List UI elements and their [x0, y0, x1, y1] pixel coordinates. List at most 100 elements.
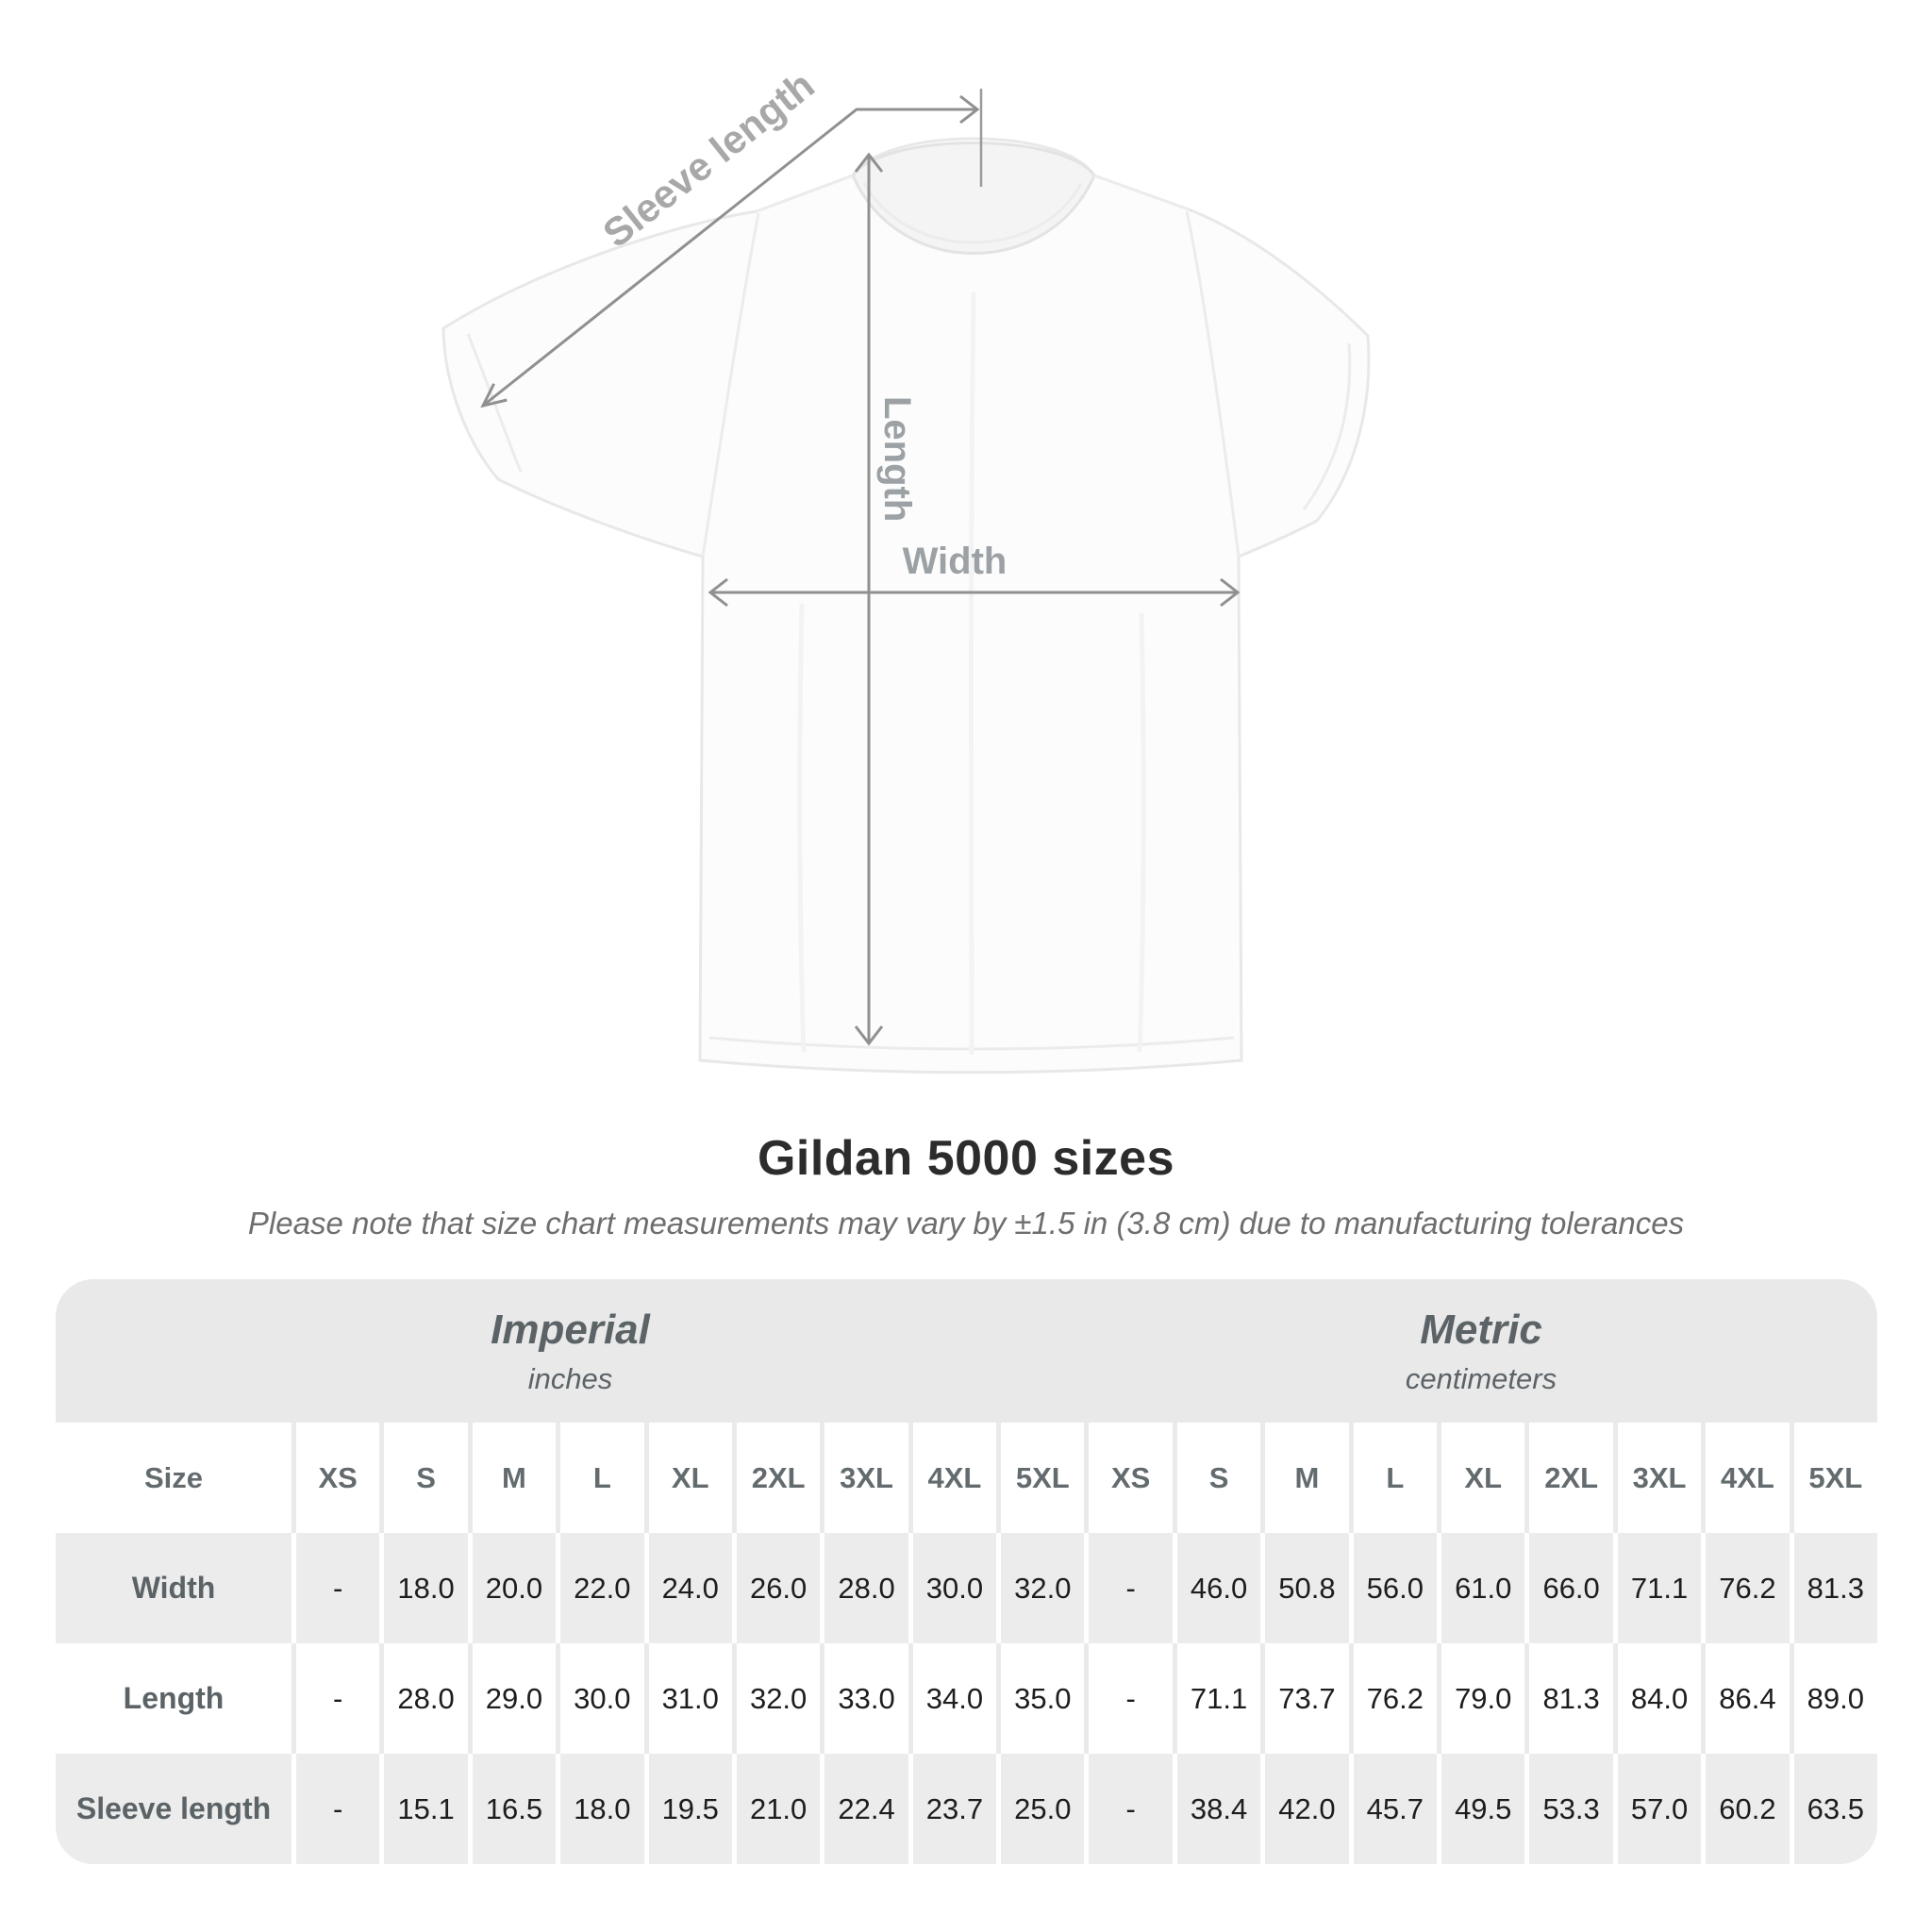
value-cell: - [291, 1754, 380, 1864]
size-col-header: 3XL [820, 1423, 908, 1533]
value-cell: 60.2 [1701, 1754, 1790, 1864]
table-row-sleeve-length: Sleeve length - 15.1 16.5 18.0 19.5 21.0… [56, 1754, 1877, 1864]
length-label: Length [876, 396, 918, 522]
collar [851, 142, 1096, 255]
right-cuff-stitch [1302, 342, 1352, 510]
size-col-header: L [556, 1423, 644, 1533]
value-cell: 56.0 [1348, 1533, 1438, 1643]
value-cell: - [291, 1643, 380, 1754]
left-cuff-stitch [466, 333, 523, 473]
value-cell: 57.0 [1612, 1754, 1702, 1864]
tolerance-note: Please note that size chart measurements… [247, 1206, 1685, 1241]
fabric-fold [969, 291, 976, 1056]
value-cell: 28.0 [820, 1533, 908, 1643]
size-col-header: 4XL [908, 1423, 997, 1533]
size-col-header: M [467, 1423, 557, 1533]
page-title: Gildan 5000 sizes [757, 1131, 1175, 1186]
value-cell: 19.5 [643, 1754, 732, 1864]
value-cell: 63.5 [1789, 1754, 1877, 1864]
length-arrowhead [854, 1025, 884, 1046]
value-cell: - [1084, 1754, 1173, 1864]
value-cell: 23.7 [908, 1754, 997, 1864]
value-cell: 34.0 [908, 1643, 997, 1754]
value-cell: 49.5 [1437, 1754, 1525, 1864]
size-col-header: XS [1084, 1423, 1173, 1533]
row-label: Length [56, 1643, 291, 1754]
value-cell: 18.0 [556, 1754, 644, 1864]
value-cell: 81.3 [1524, 1643, 1613, 1754]
size-table: Imperial inches Metric centimeters Size … [56, 1279, 1877, 1864]
fabric-fold [1137, 612, 1146, 1053]
value-cell: 21.0 [731, 1754, 821, 1864]
value-cell: 20.0 [467, 1533, 557, 1643]
collar-band-seam [862, 182, 1083, 244]
value-cell: 71.1 [1612, 1533, 1702, 1643]
value-cell: 38.4 [1172, 1754, 1261, 1864]
value-cell: 26.0 [731, 1533, 821, 1643]
value-cell: 33.0 [820, 1643, 908, 1754]
left-armhole-seam [701, 212, 760, 558]
size-col-header: S [1172, 1423, 1261, 1533]
value-cell: 84.0 [1612, 1643, 1702, 1754]
value-cell: 71.1 [1172, 1643, 1261, 1754]
row-label: Sleeve length [56, 1754, 291, 1864]
table-row-width: Width - 18.0 20.0 22.0 24.0 26.0 28.0 30… [56, 1533, 1877, 1643]
value-cell: 29.0 [467, 1643, 557, 1754]
size-col-header: S [379, 1423, 468, 1533]
value-cell: 81.3 [1789, 1533, 1877, 1643]
value-cell: 76.2 [1701, 1533, 1790, 1643]
value-cell: 31.0 [643, 1643, 732, 1754]
tshirt-svg: Sleeve length Length Width [441, 62, 1371, 1074]
right-armhole-seam [1185, 210, 1241, 558]
value-cell: 79.0 [1437, 1643, 1525, 1754]
tshirt-illustration [441, 137, 1371, 1074]
value-cell: 18.0 [379, 1533, 468, 1643]
value-cell: - [1084, 1533, 1173, 1643]
value-cell: 86.4 [1701, 1643, 1790, 1754]
size-label-header: Size [56, 1423, 291, 1533]
size-col-header: 4XL [1701, 1423, 1790, 1533]
value-cell: 30.0 [908, 1533, 997, 1643]
value-cell: 35.0 [996, 1643, 1085, 1754]
tshirt-outline [441, 137, 1371, 1074]
value-cell: - [1084, 1643, 1173, 1754]
value-cell: 22.4 [820, 1754, 908, 1864]
width-arrowhead [1220, 577, 1241, 608]
sleeve-length-line [482, 108, 977, 408]
value-cell: 53.3 [1524, 1754, 1613, 1864]
value-cell: 61.0 [1437, 1533, 1525, 1643]
value-cell: 50.8 [1260, 1533, 1349, 1643]
table-row-length: Length - 28.0 29.0 30.0 31.0 32.0 33.0 3… [56, 1643, 1877, 1754]
value-cell: 16.5 [467, 1754, 557, 1864]
size-col-header: 5XL [1789, 1423, 1877, 1533]
value-cell: 22.0 [556, 1533, 644, 1643]
value-cell: 25.0 [996, 1754, 1085, 1864]
imperial-group-header: Imperial inches [56, 1279, 1085, 1423]
value-cell: 30.0 [556, 1643, 644, 1754]
size-col-header: 2XL [731, 1423, 821, 1533]
tshirt-measurement-diagram: Sleeve length Length Width [441, 62, 1371, 1074]
width-arrowhead [708, 577, 728, 608]
value-cell: - [291, 1533, 380, 1643]
value-cell: 66.0 [1524, 1533, 1613, 1643]
size-col-header: XL [643, 1423, 732, 1533]
imperial-group-unit: inches [527, 1361, 613, 1395]
right-shoulder-seam [1093, 174, 1190, 211]
value-cell: 42.0 [1260, 1754, 1349, 1864]
value-cell: 46.0 [1172, 1533, 1261, 1643]
size-header-row: Size XS S M L XL 2XL 3XL 4XL 5XL XS S M … [56, 1423, 1877, 1533]
value-cell: 73.7 [1260, 1643, 1349, 1754]
value-cell: 24.0 [643, 1533, 732, 1643]
metric-group-unit: centimeters [1405, 1361, 1557, 1395]
value-cell: 32.0 [731, 1643, 821, 1754]
left-shoulder-seam [756, 174, 854, 213]
length-arrowhead [854, 152, 884, 173]
size-col-header: XL [1437, 1423, 1525, 1533]
unit-group-band: Imperial inches Metric centimeters [56, 1279, 1877, 1423]
imperial-group-title: Imperial [491, 1306, 650, 1353]
size-col-header: L [1348, 1423, 1438, 1533]
size-col-header: 2XL [1524, 1423, 1613, 1533]
row-label: Width [56, 1533, 291, 1643]
size-col-header: 3XL [1612, 1423, 1702, 1533]
